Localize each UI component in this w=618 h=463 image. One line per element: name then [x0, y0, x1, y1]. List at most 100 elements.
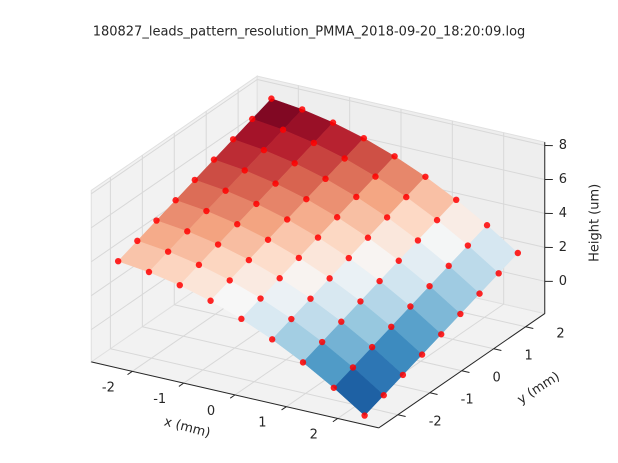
- data-point: [483, 222, 491, 229]
- data-point: [268, 336, 276, 343]
- data-point: [257, 295, 264, 302]
- data-point: [407, 303, 414, 310]
- data-point: [145, 268, 153, 276]
- data-point: [283, 216, 291, 223]
- data-point: [495, 270, 502, 277]
- z-tick-label: 8: [559, 138, 567, 153]
- data-point: [260, 146, 268, 154]
- data-point: [403, 193, 410, 201]
- data-point: [214, 241, 222, 248]
- data-point: [268, 95, 275, 102]
- z-tick-label: 2: [559, 240, 567, 255]
- x-tick-label: -1: [153, 392, 166, 407]
- data-point: [391, 153, 398, 160]
- data-point: [380, 392, 387, 399]
- data-point: [318, 338, 326, 346]
- data-point: [134, 237, 141, 245]
- z-axis-label: Height (um): [587, 184, 602, 262]
- data-point: [184, 228, 191, 235]
- data-point: [422, 173, 429, 180]
- data-point: [253, 200, 260, 208]
- data-point: [295, 254, 303, 262]
- axis-line: [378, 313, 546, 429]
- data-point: [395, 257, 402, 264]
- x-axis-label: x (mm): [162, 414, 212, 441]
- data-point: [514, 249, 522, 257]
- x-tick-label: -2: [102, 380, 115, 395]
- data-point: [229, 136, 237, 143]
- grid-line: [90, 79, 258, 195]
- x-tick-label: 0: [207, 404, 215, 419]
- data-point: [299, 106, 306, 113]
- data-point: [299, 359, 307, 366]
- data-point: [399, 371, 407, 379]
- data-point: [457, 310, 464, 318]
- data-point: [445, 262, 452, 270]
- data-point: [288, 315, 295, 323]
- x-tick-label: 2: [310, 427, 318, 442]
- tick-mark: [281, 406, 287, 411]
- data-point: [333, 214, 341, 221]
- data-point: [172, 197, 179, 204]
- data-point: [418, 351, 426, 358]
- tick-mark: [461, 370, 470, 373]
- data-point: [314, 234, 322, 241]
- data-point: [238, 315, 245, 323]
- data-point: [176, 281, 183, 289]
- data-point: [195, 261, 203, 269]
- data-point: [276, 275, 283, 282]
- data-point: [191, 176, 198, 184]
- data-point: [357, 298, 364, 305]
- data-point: [279, 126, 287, 133]
- data-point: [153, 217, 160, 224]
- z-tick-label: 0: [559, 274, 567, 289]
- data-point: [226, 277, 233, 284]
- data-point: [245, 256, 253, 264]
- data-point: [307, 295, 314, 302]
- tick-mark: [429, 392, 438, 395]
- data-point: [291, 160, 298, 167]
- data-point: [249, 115, 256, 123]
- data-point: [326, 275, 333, 282]
- y-tick-label: 1: [524, 348, 532, 363]
- tick-mark: [178, 382, 184, 387]
- grid-line: [90, 113, 258, 229]
- y-tick-label: -2: [429, 414, 442, 429]
- z-tick-label: 4: [559, 206, 567, 221]
- data-point: [383, 214, 391, 221]
- data-point: [272, 180, 279, 187]
- data-point: [114, 257, 122, 265]
- data-point: [349, 364, 357, 371]
- data-point: [310, 139, 318, 147]
- data-point: [364, 234, 372, 241]
- data-point: [210, 156, 218, 163]
- data-point: [426, 282, 433, 290]
- tick-mark: [229, 394, 236, 399]
- data-point: [222, 187, 229, 194]
- y-tick-label: 2: [556, 326, 564, 341]
- data-point: [234, 221, 241, 228]
- data-point: [338, 318, 345, 325]
- tick-mark: [127, 370, 133, 376]
- data-point: [388, 323, 395, 331]
- data-point: [264, 236, 272, 243]
- data-point: [360, 134, 368, 142]
- tick-mark: [493, 348, 502, 352]
- tick-mark: [332, 418, 338, 423]
- grid-line: [257, 79, 545, 146]
- tick-mark: [397, 414, 406, 417]
- data-point: [476, 290, 483, 297]
- data-point: [414, 237, 422, 244]
- data-point: [207, 297, 214, 304]
- data-point: [241, 167, 248, 174]
- data-point: [376, 277, 383, 285]
- chart-title: 180827_leads_pattern_resolution_PMMA_201…: [93, 25, 526, 40]
- data-point: [361, 412, 368, 419]
- data-point: [303, 195, 310, 203]
- data-point: [464, 242, 472, 249]
- tick-mark: [525, 326, 534, 330]
- data-point: [368, 343, 376, 351]
- y-tick-label: -1: [461, 392, 474, 407]
- data-point: [341, 155, 348, 162]
